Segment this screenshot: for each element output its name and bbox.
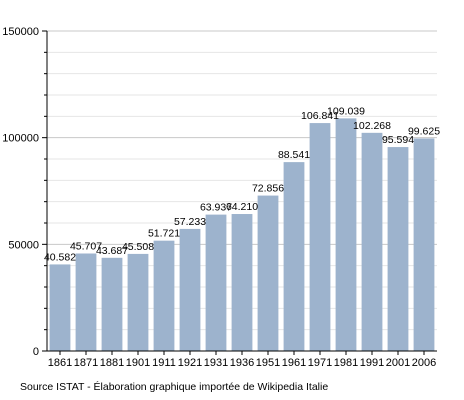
value-label-1991: 102.268	[353, 120, 391, 132]
bar-1951	[257, 195, 279, 351]
x-tick-label-1901: 1901	[126, 357, 150, 369]
x-tick-label-1931: 1931	[204, 357, 228, 369]
value-label-1861: 40.582	[44, 251, 76, 263]
y-tick-label-150000: 150000	[2, 26, 39, 38]
x-tick-label-1971: 1971	[308, 357, 332, 369]
value-label-1911: 51.721	[148, 228, 180, 240]
x-tick-label-1936: 1936	[230, 357, 254, 369]
bar-1901	[127, 253, 149, 351]
x-tick-label-2006: 2006	[412, 357, 436, 369]
value-label-2006: 99.625	[408, 125, 440, 137]
bar-1871	[75, 253, 97, 351]
value-label-1936: 64.210	[226, 201, 258, 213]
bar-1991	[361, 132, 383, 351]
y-tick-label-50000: 50000	[8, 239, 39, 251]
value-label-1901: 45.508	[122, 241, 154, 253]
value-label-1951: 72.856	[252, 183, 284, 195]
axes	[42, 30, 437, 355]
x-tick-label-1951: 1951	[256, 357, 280, 369]
value-label-1981: 109.039	[327, 105, 365, 117]
value-label-2001: 95.594	[382, 134, 414, 146]
bar-1931	[205, 214, 227, 351]
bar-2006	[413, 138, 435, 351]
x-tick-label-1881: 1881	[100, 357, 124, 369]
source-note: Source ISTAT - Élaboration graphique imp…	[20, 381, 329, 393]
x-tick-label-1871: 1871	[74, 357, 98, 369]
bar-1971	[309, 123, 331, 351]
y-tick-label-0: 0	[33, 346, 39, 358]
bar-1936	[231, 214, 253, 351]
labels: 40.582 1861 45.707 1871 43.687 1881 45.508 1901…	[2, 26, 440, 369]
bars	[49, 118, 435, 351]
bar-1981	[335, 118, 357, 351]
value-label-1871: 45.707	[70, 240, 102, 252]
bar-1861	[49, 264, 71, 351]
value-label-1921: 57.233	[174, 216, 206, 228]
x-tick-label-1981: 1981	[334, 357, 358, 369]
value-label-1881: 43.687	[96, 245, 128, 257]
x-tick-label-1961: 1961	[282, 357, 306, 369]
bar-1881	[101, 257, 123, 351]
bar-2001	[387, 147, 409, 351]
value-label-1961: 88.541	[278, 149, 310, 161]
bar-1911	[153, 240, 175, 351]
value-label-1931: 63.937	[200, 202, 232, 214]
bar-1961	[283, 162, 305, 351]
x-tick-label-1861: 1861	[48, 357, 72, 369]
x-tick-label-1921: 1921	[178, 357, 202, 369]
x-tick-label-2001: 2001	[386, 357, 410, 369]
x-tick-label-1991: 1991	[360, 357, 384, 369]
value-label-1971: 106.841	[301, 110, 339, 122]
x-tick-label-1911: 1911	[152, 357, 176, 369]
y-tick-label-100000: 100000	[2, 133, 39, 145]
bar-1921	[179, 228, 201, 351]
